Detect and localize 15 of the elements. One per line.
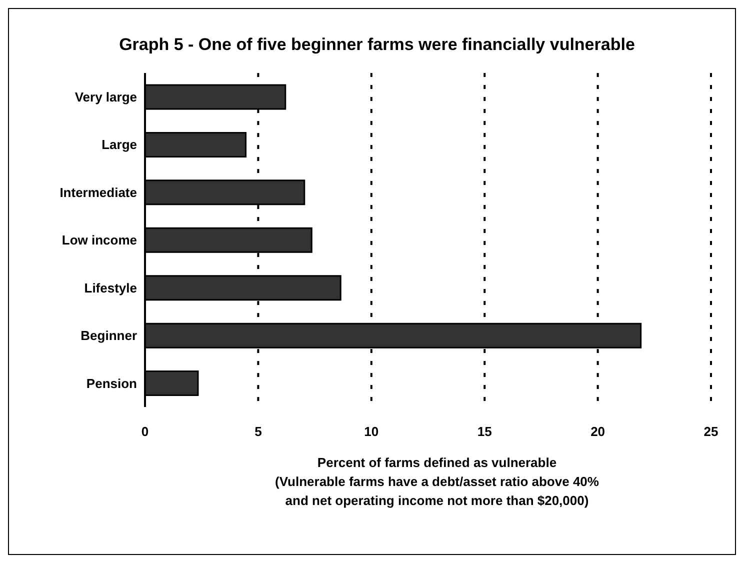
chart-title: Graph 5 - One of five beginner farms were financially vulnerable: [118, 34, 636, 56]
y-tick-label: Low income: [62, 232, 137, 248]
x-tick-label: 20: [590, 424, 606, 440]
x-tick-label: 0: [141, 424, 149, 440]
y-tick-label: Pension: [86, 376, 138, 391]
y-tick-label: Beginner: [80, 328, 137, 344]
x-tick-label: 5: [254, 424, 262, 440]
y-tick-label: Very large: [74, 89, 137, 104]
y-tick-label: Large: [102, 137, 137, 152]
x-axis-title: Percent of farms defined as vulnerable (Vulnerable farms have a debt/asset ratio above 40% and net operating income not more than $20,000): [274, 454, 600, 510]
y-tick-label: Intermediate: [60, 184, 137, 200]
x-tick-label: 25: [704, 424, 718, 440]
x-tick-label: 10: [364, 424, 379, 440]
x-tick-label: 15: [477, 424, 492, 440]
y-tick-label: Lifestyle: [84, 280, 137, 296]
